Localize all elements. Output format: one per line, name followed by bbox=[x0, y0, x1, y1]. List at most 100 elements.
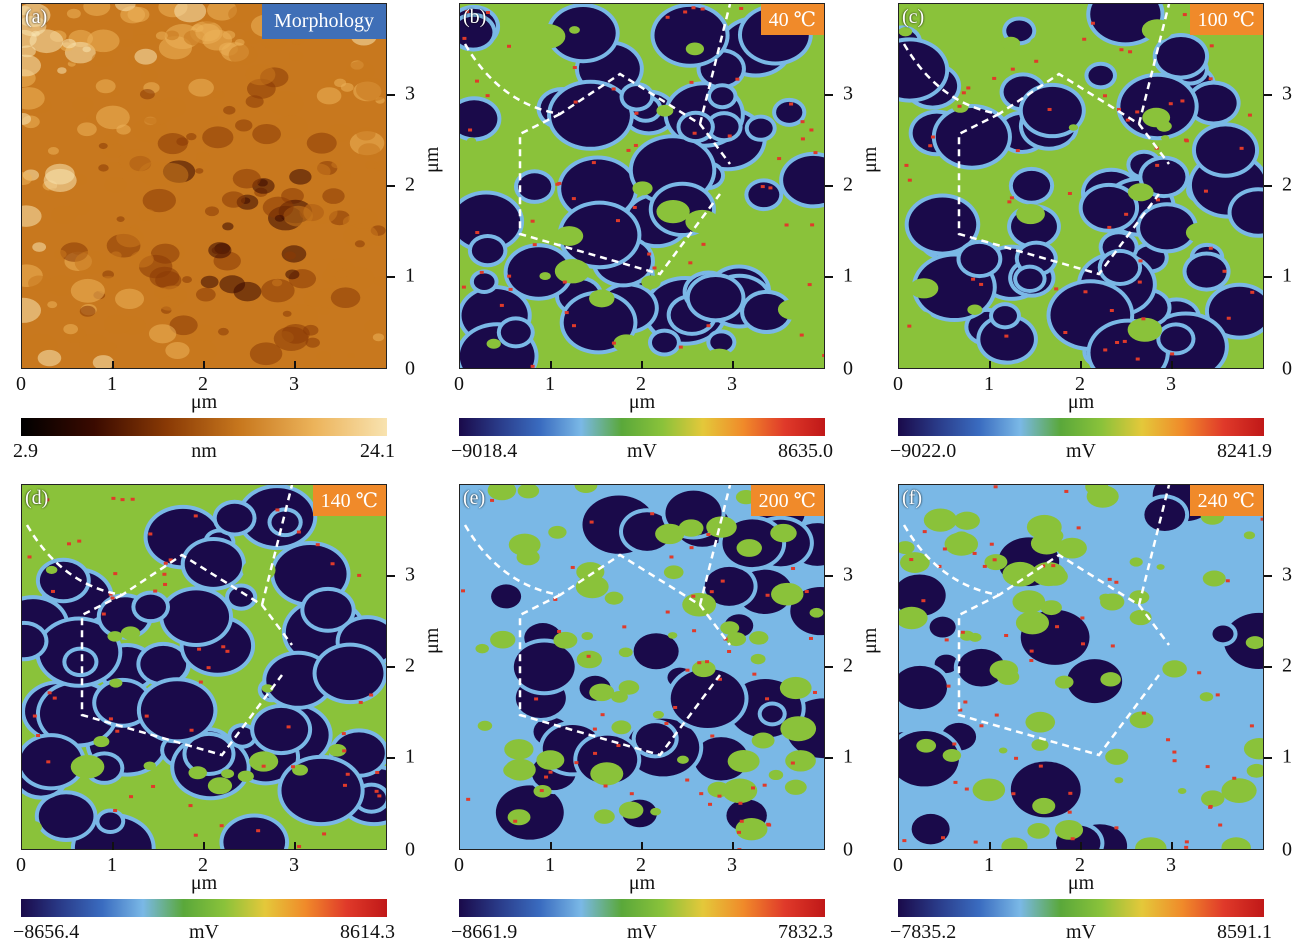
x-axis: 0 1 2 3 μm bbox=[16, 842, 421, 894]
x-tick bbox=[112, 361, 114, 369]
colorbar bbox=[21, 418, 387, 436]
y-tick bbox=[1264, 185, 1272, 187]
panel-label: (c) bbox=[902, 6, 925, 28]
potential-map: (f) 240 ℃ bbox=[898, 484, 1264, 850]
y-tick-label: 1 bbox=[843, 264, 853, 287]
y-tick bbox=[387, 276, 395, 278]
colorbar-max: 8241.9 bbox=[1217, 440, 1272, 462]
x-tick bbox=[732, 842, 734, 850]
x-axis: 0 1 2 3 μm bbox=[16, 361, 421, 413]
temperature-badge: 140 ℃ bbox=[312, 485, 386, 516]
x-axis-title: μm bbox=[628, 391, 656, 413]
y-tick bbox=[387, 757, 395, 759]
x-tick bbox=[989, 842, 991, 850]
x-tick bbox=[112, 842, 114, 850]
y-tick bbox=[387, 666, 395, 668]
y-tick-label: 3 bbox=[405, 82, 415, 105]
potential-map: (c) 100 ℃ bbox=[898, 3, 1264, 369]
x-tick-label: 0 bbox=[893, 373, 903, 395]
x-tick-label: 2 bbox=[198, 373, 208, 395]
morphology-map: (a) Morphology bbox=[21, 3, 387, 369]
x-tick-label: 0 bbox=[16, 854, 26, 876]
y-tick bbox=[387, 94, 395, 96]
y-tick-label: 0 bbox=[405, 357, 415, 380]
x-tick-label: 2 bbox=[1075, 854, 1085, 876]
y-tick-label: 1 bbox=[405, 745, 415, 768]
colorbar-unit: mV bbox=[1066, 440, 1096, 462]
y-tick-label: 3 bbox=[843, 563, 853, 586]
y-tick-label: 3 bbox=[1282, 563, 1292, 586]
x-tick bbox=[1080, 361, 1082, 369]
panel-label: (e) bbox=[463, 487, 486, 509]
y-tick bbox=[825, 575, 833, 577]
x-tick-label: 1 bbox=[107, 854, 117, 876]
x-tick-label: 3 bbox=[289, 854, 299, 876]
panel-label: (a) bbox=[25, 6, 48, 28]
colorbar-min: 2.9 bbox=[13, 440, 38, 462]
y-tick-label: 1 bbox=[1282, 264, 1292, 287]
y-tick bbox=[1264, 575, 1272, 577]
y-tick-label: 0 bbox=[843, 838, 853, 861]
y-tick-label: 2 bbox=[405, 654, 415, 677]
x-axis-title: μm bbox=[1067, 872, 1095, 894]
colorbar-labels: 2.9 nm 24.1 bbox=[13, 440, 395, 464]
y-tick-label: 3 bbox=[843, 82, 853, 105]
y-axis: 3 2 1 0 μm bbox=[387, 3, 447, 380]
x-axis-title: μm bbox=[190, 391, 218, 413]
colorbar-unit: nm bbox=[191, 440, 217, 462]
potential-image bbox=[460, 485, 824, 849]
temperature-badge: 100 ℃ bbox=[1189, 4, 1263, 35]
y-tick-label: 0 bbox=[405, 838, 415, 861]
colorbar-max: 24.1 bbox=[360, 440, 395, 462]
x-tick bbox=[1080, 842, 1082, 850]
x-tick-label: 2 bbox=[1075, 373, 1085, 395]
colorbar-labels: −9022.0 mV 8241.9 bbox=[890, 440, 1272, 464]
x-tick-label: 0 bbox=[16, 373, 26, 395]
colorbar-min: −9022.0 bbox=[890, 440, 957, 462]
panel-c: (c) 100 ℃ 3 2 1 0 μm 0 1 2 3 μm −9022.0 … bbox=[890, 3, 1302, 468]
panel-label: (d) bbox=[25, 487, 49, 509]
y-axis: 3 2 1 0 μm bbox=[1264, 484, 1302, 861]
y-tick-label: 2 bbox=[1282, 173, 1292, 196]
x-tick bbox=[1171, 842, 1173, 850]
x-tick-label: 0 bbox=[454, 854, 464, 876]
x-tick-label: 3 bbox=[289, 373, 299, 395]
colorbar bbox=[898, 899, 1264, 917]
panel-d: (d) 140 ℃ 3 2 1 0 μm 0 1 2 3 μm −8656.4 … bbox=[13, 484, 451, 949]
temperature-badge: 200 ℃ bbox=[750, 485, 824, 516]
colorbar-labels: −7835.2 mV 8591.1 bbox=[890, 921, 1272, 945]
x-tick bbox=[989, 361, 991, 369]
y-tick bbox=[1264, 276, 1272, 278]
x-tick-label: 2 bbox=[636, 373, 646, 395]
x-tick-label: 2 bbox=[636, 854, 646, 876]
x-tick bbox=[1171, 361, 1173, 369]
x-axis: 0 1 2 3 μm bbox=[893, 361, 1298, 413]
x-tick bbox=[550, 842, 552, 850]
y-tick-label: 1 bbox=[843, 745, 853, 768]
y-tick-label: 2 bbox=[843, 654, 853, 677]
x-tick-label: 2 bbox=[198, 854, 208, 876]
x-tick bbox=[641, 361, 643, 369]
potential-image bbox=[899, 4, 1263, 368]
y-axis-title: μm bbox=[859, 627, 881, 654]
y-tick-label: 2 bbox=[1282, 654, 1292, 677]
x-axis: 0 1 2 3 μm bbox=[454, 842, 859, 894]
panel-label: (f) bbox=[902, 487, 922, 509]
temperature-badge: 40 ℃ bbox=[760, 4, 824, 35]
panel-e: (e) 200 ℃ 3 2 1 0 μm 0 1 2 3 μm −8661.9 … bbox=[451, 484, 889, 949]
colorbar-unit: mV bbox=[1066, 921, 1096, 943]
y-tick bbox=[825, 757, 833, 759]
x-tick-label: 3 bbox=[727, 854, 737, 876]
x-tick-label: 3 bbox=[1166, 854, 1176, 876]
y-axis: 3 2 1 0 μm bbox=[1264, 3, 1302, 380]
morphology-image bbox=[22, 4, 386, 368]
colorbar-max: 8591.1 bbox=[1217, 921, 1272, 943]
y-tick bbox=[825, 276, 833, 278]
x-tick bbox=[203, 361, 205, 369]
y-tick bbox=[825, 94, 833, 96]
panel-title-badge: Morphology bbox=[262, 4, 386, 39]
x-tick-label: 1 bbox=[984, 373, 994, 395]
y-tick-label: 0 bbox=[1282, 357, 1292, 380]
colorbar-min: −7835.2 bbox=[890, 921, 957, 943]
colorbar-min: −9018.4 bbox=[451, 440, 518, 462]
